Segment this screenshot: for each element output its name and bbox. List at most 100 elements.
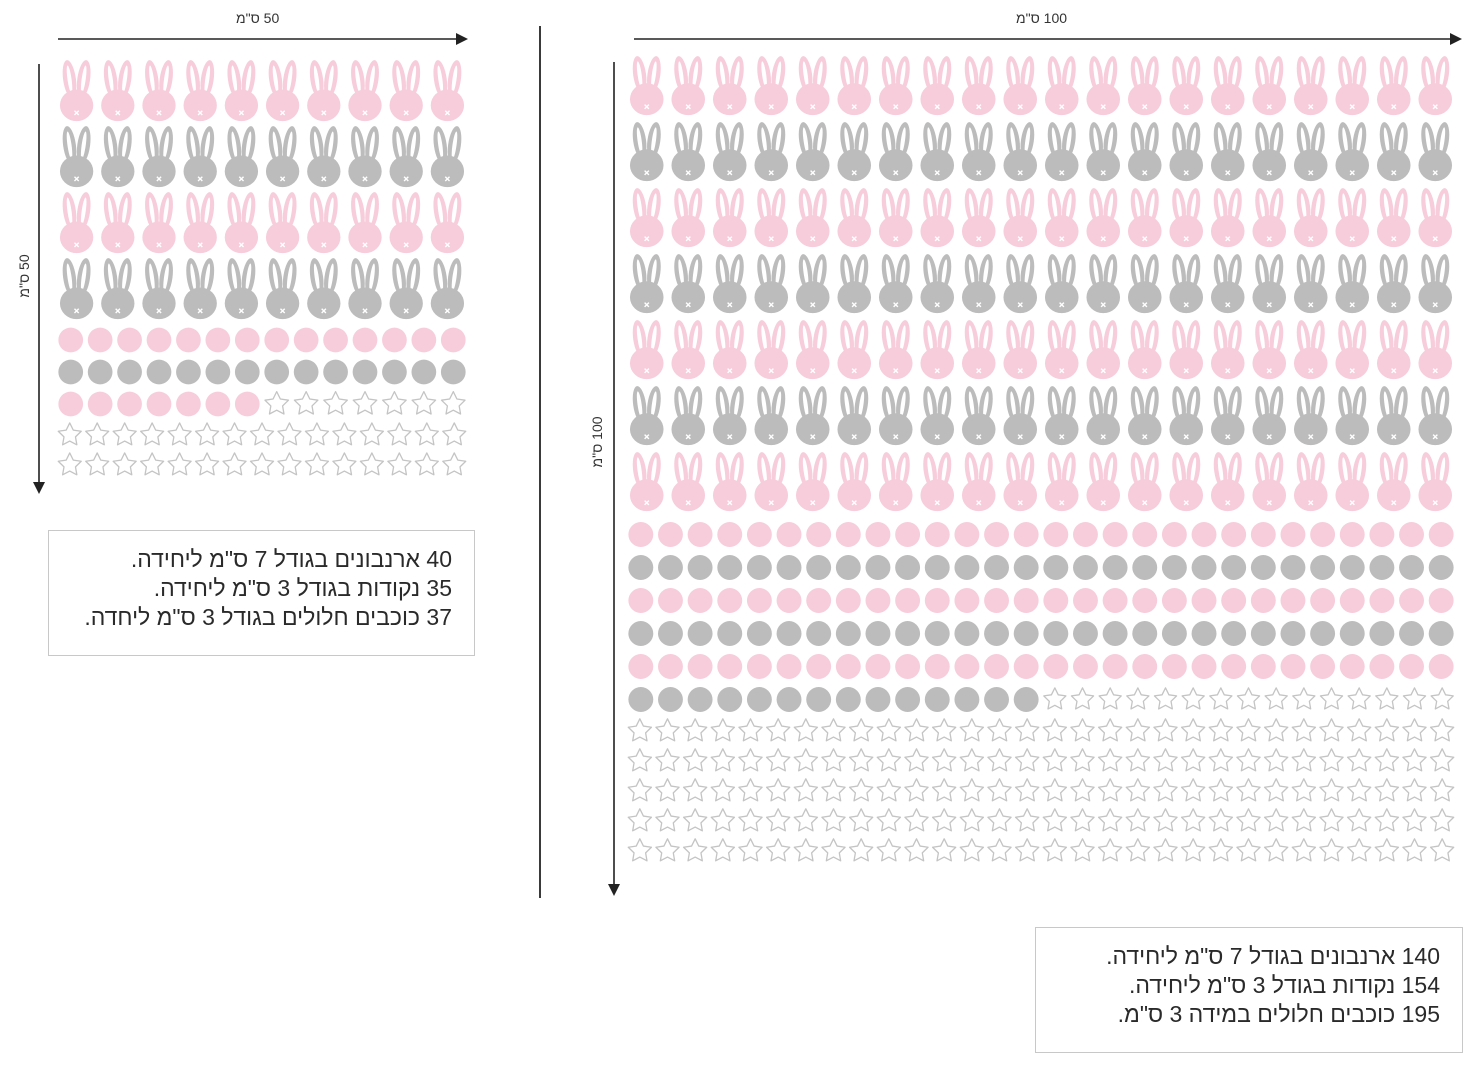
star-sticker — [414, 422, 439, 446]
bunny-sticker — [1003, 188, 1038, 248]
bunny-sticker — [265, 258, 300, 320]
star-sticker — [1208, 808, 1234, 832]
bunny-sticker — [878, 254, 913, 314]
bunny-sticker — [1044, 254, 1079, 314]
bunny-sticker — [59, 60, 94, 122]
small-height-arrow — [33, 64, 45, 494]
dot-sticker — [895, 588, 921, 613]
star-sticker — [1236, 687, 1261, 710]
bunny-sticker — [1210, 188, 1245, 248]
dot-sticker — [205, 391, 231, 417]
star-sticker — [931, 838, 957, 862]
bunny-sticker — [1293, 122, 1328, 182]
dot-sticker — [87, 327, 113, 353]
star-sticker — [57, 422, 82, 446]
dot-sticker — [984, 588, 1009, 613]
bunny-sticker — [307, 126, 341, 188]
bunny-sticker — [1003, 254, 1038, 314]
star-sticker — [139, 422, 165, 446]
star-sticker — [1208, 748, 1234, 772]
star-sticker — [1374, 748, 1400, 772]
star-sticker — [931, 748, 957, 772]
dot-sticker — [1221, 555, 1247, 580]
bunny-sticker — [1003, 122, 1038, 182]
small-sheet-stickers — [57, 60, 467, 476]
bunny-sticker — [1003, 452, 1038, 512]
dot-sticker — [1013, 621, 1039, 646]
dot-sticker — [717, 621, 743, 646]
bunny-sticker — [101, 258, 135, 320]
bunny-sticker — [1086, 320, 1121, 380]
dot-sticker — [1339, 522, 1365, 547]
dot-sticker — [895, 654, 921, 679]
bunny-sticker — [671, 122, 706, 182]
bunny-sticker — [348, 60, 382, 122]
star-sticker — [1125, 808, 1151, 832]
star-sticker — [1180, 718, 1206, 742]
dot-sticker — [1161, 522, 1187, 547]
dot-sticker — [1399, 522, 1424, 547]
bunny-sticker — [1376, 254, 1411, 314]
bunny-sticker — [795, 320, 830, 380]
star-sticker — [904, 718, 929, 742]
dot-sticker — [117, 391, 142, 417]
dot-sticker — [835, 687, 861, 712]
bunny-sticker — [59, 192, 94, 254]
bunny-sticker — [1210, 320, 1245, 380]
dot-sticker — [1102, 621, 1128, 646]
star-sticker — [1346, 838, 1372, 862]
star-sticker — [1070, 748, 1095, 772]
bunny-sticker — [1044, 122, 1079, 182]
bunny-sticker — [389, 258, 423, 320]
star-sticker — [1236, 778, 1261, 802]
star-sticker — [1208, 838, 1234, 862]
star-sticker — [655, 748, 680, 772]
bunny-sticker — [629, 452, 664, 512]
dot-sticker — [1043, 555, 1069, 580]
dot-sticker — [924, 522, 950, 547]
dot-sticker — [1339, 588, 1365, 613]
star-sticker — [876, 718, 902, 742]
dot-sticker — [1043, 522, 1069, 547]
large-height-label: 100 ס"מ — [589, 416, 605, 468]
star-sticker — [194, 422, 220, 446]
bunny-sticker — [348, 192, 382, 254]
bunny-sticker — [1127, 452, 1162, 512]
star-sticker — [1208, 778, 1234, 802]
dot-sticker — [687, 654, 713, 679]
dot-sticker — [352, 359, 378, 385]
dot-sticker — [984, 555, 1009, 580]
bunny-sticker — [1003, 386, 1038, 446]
star-sticker — [1402, 778, 1427, 802]
star-sticker — [359, 422, 385, 446]
dot-sticker — [954, 687, 980, 712]
bunny-sticker — [1252, 320, 1287, 380]
star-sticker — [332, 422, 357, 446]
star-sticker — [710, 748, 736, 772]
bunny-sticker — [1252, 254, 1287, 314]
sheet-divider — [539, 26, 541, 898]
star-sticker — [655, 718, 680, 742]
bunny-sticker — [629, 56, 664, 116]
bunny-sticker — [307, 60, 341, 122]
star-sticker — [1346, 808, 1372, 832]
bunny-sticker — [920, 188, 955, 248]
star-sticker — [793, 778, 819, 802]
dot-sticker — [1250, 588, 1276, 613]
dot-sticker — [234, 359, 260, 385]
dot-sticker — [146, 327, 172, 353]
dot-sticker — [1191, 588, 1217, 613]
star-sticker — [987, 718, 1012, 742]
dot-sticker — [924, 555, 950, 580]
star-sticker — [876, 748, 902, 772]
dot-sticker — [717, 654, 743, 679]
dot-sticker — [1221, 588, 1247, 613]
star-sticker — [876, 838, 902, 862]
star-sticker — [1263, 778, 1289, 802]
star-sticker — [1374, 838, 1400, 862]
bunny-sticker — [629, 122, 664, 182]
bunny-sticker — [1376, 188, 1411, 248]
star-sticker — [1042, 748, 1068, 772]
dot-sticker — [628, 654, 654, 679]
star-sticker — [1236, 718, 1261, 742]
